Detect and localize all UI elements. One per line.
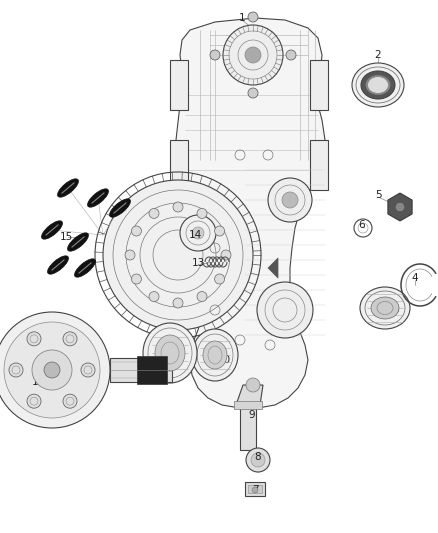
Circle shape [180, 215, 216, 251]
Circle shape [221, 250, 231, 260]
Text: 8: 8 [254, 452, 261, 462]
Text: 4: 4 [412, 273, 418, 283]
Ellipse shape [366, 76, 390, 94]
Ellipse shape [352, 63, 404, 107]
Circle shape [63, 332, 77, 346]
Circle shape [223, 25, 283, 85]
Circle shape [131, 274, 141, 284]
Circle shape [215, 274, 225, 284]
Circle shape [149, 208, 159, 219]
Circle shape [44, 362, 60, 378]
Circle shape [282, 192, 298, 208]
Circle shape [286, 50, 296, 60]
Text: 6: 6 [359, 220, 365, 230]
Text: 9: 9 [249, 410, 255, 420]
Ellipse shape [368, 77, 388, 93]
Text: 14: 14 [188, 230, 201, 240]
Circle shape [125, 250, 135, 260]
Bar [240, 405, 256, 450]
Circle shape [248, 88, 258, 98]
Polygon shape [388, 193, 412, 221]
Ellipse shape [361, 71, 395, 99]
Circle shape [0, 312, 110, 428]
Circle shape [197, 292, 207, 302]
Circle shape [246, 448, 270, 472]
Text: 11: 11 [166, 357, 180, 367]
Circle shape [396, 203, 404, 211]
Text: 1: 1 [239, 13, 245, 23]
Bar [170, 60, 188, 110]
Ellipse shape [42, 221, 63, 239]
Ellipse shape [192, 329, 238, 381]
Circle shape [32, 350, 72, 390]
Circle shape [197, 208, 207, 219]
Circle shape [4, 322, 100, 418]
Circle shape [246, 378, 260, 392]
Circle shape [63, 394, 77, 408]
Circle shape [245, 47, 261, 63]
Bar [245, 482, 265, 496]
Text: 15: 15 [60, 232, 73, 242]
Bar [234, 401, 262, 409]
Ellipse shape [88, 189, 109, 207]
Polygon shape [175, 18, 325, 408]
Text: 3: 3 [392, 305, 398, 315]
Circle shape [131, 226, 141, 236]
Bar [310, 60, 328, 110]
Circle shape [251, 453, 265, 467]
Polygon shape [268, 258, 278, 278]
Text: 13: 13 [191, 258, 205, 268]
Circle shape [173, 298, 183, 308]
Ellipse shape [48, 256, 68, 274]
Ellipse shape [74, 259, 95, 277]
Bar [248, 485, 262, 493]
Circle shape [27, 332, 41, 346]
Circle shape [149, 292, 159, 302]
Text: 7: 7 [252, 485, 258, 495]
Bar [170, 140, 188, 190]
Text: 2: 2 [374, 50, 381, 60]
Circle shape [103, 180, 253, 330]
Circle shape [81, 363, 95, 377]
Circle shape [248, 12, 258, 22]
Ellipse shape [57, 179, 78, 197]
Circle shape [210, 50, 220, 60]
Circle shape [173, 202, 183, 212]
Circle shape [257, 282, 313, 338]
Circle shape [268, 178, 312, 222]
Ellipse shape [67, 233, 88, 251]
Bar [137, 356, 167, 384]
Bar [110, 358, 172, 382]
Ellipse shape [360, 287, 410, 329]
Circle shape [9, 363, 23, 377]
Ellipse shape [143, 323, 197, 383]
Circle shape [27, 394, 41, 408]
Text: 10: 10 [217, 355, 230, 365]
Text: 12: 12 [32, 377, 45, 387]
Ellipse shape [371, 297, 399, 319]
Text: 5: 5 [374, 190, 381, 200]
Circle shape [215, 226, 225, 236]
Ellipse shape [110, 199, 131, 217]
Polygon shape [236, 385, 263, 405]
Bar [310, 140, 328, 190]
Circle shape [192, 227, 204, 239]
Ellipse shape [155, 335, 185, 371]
Ellipse shape [203, 341, 227, 369]
Circle shape [252, 487, 258, 493]
